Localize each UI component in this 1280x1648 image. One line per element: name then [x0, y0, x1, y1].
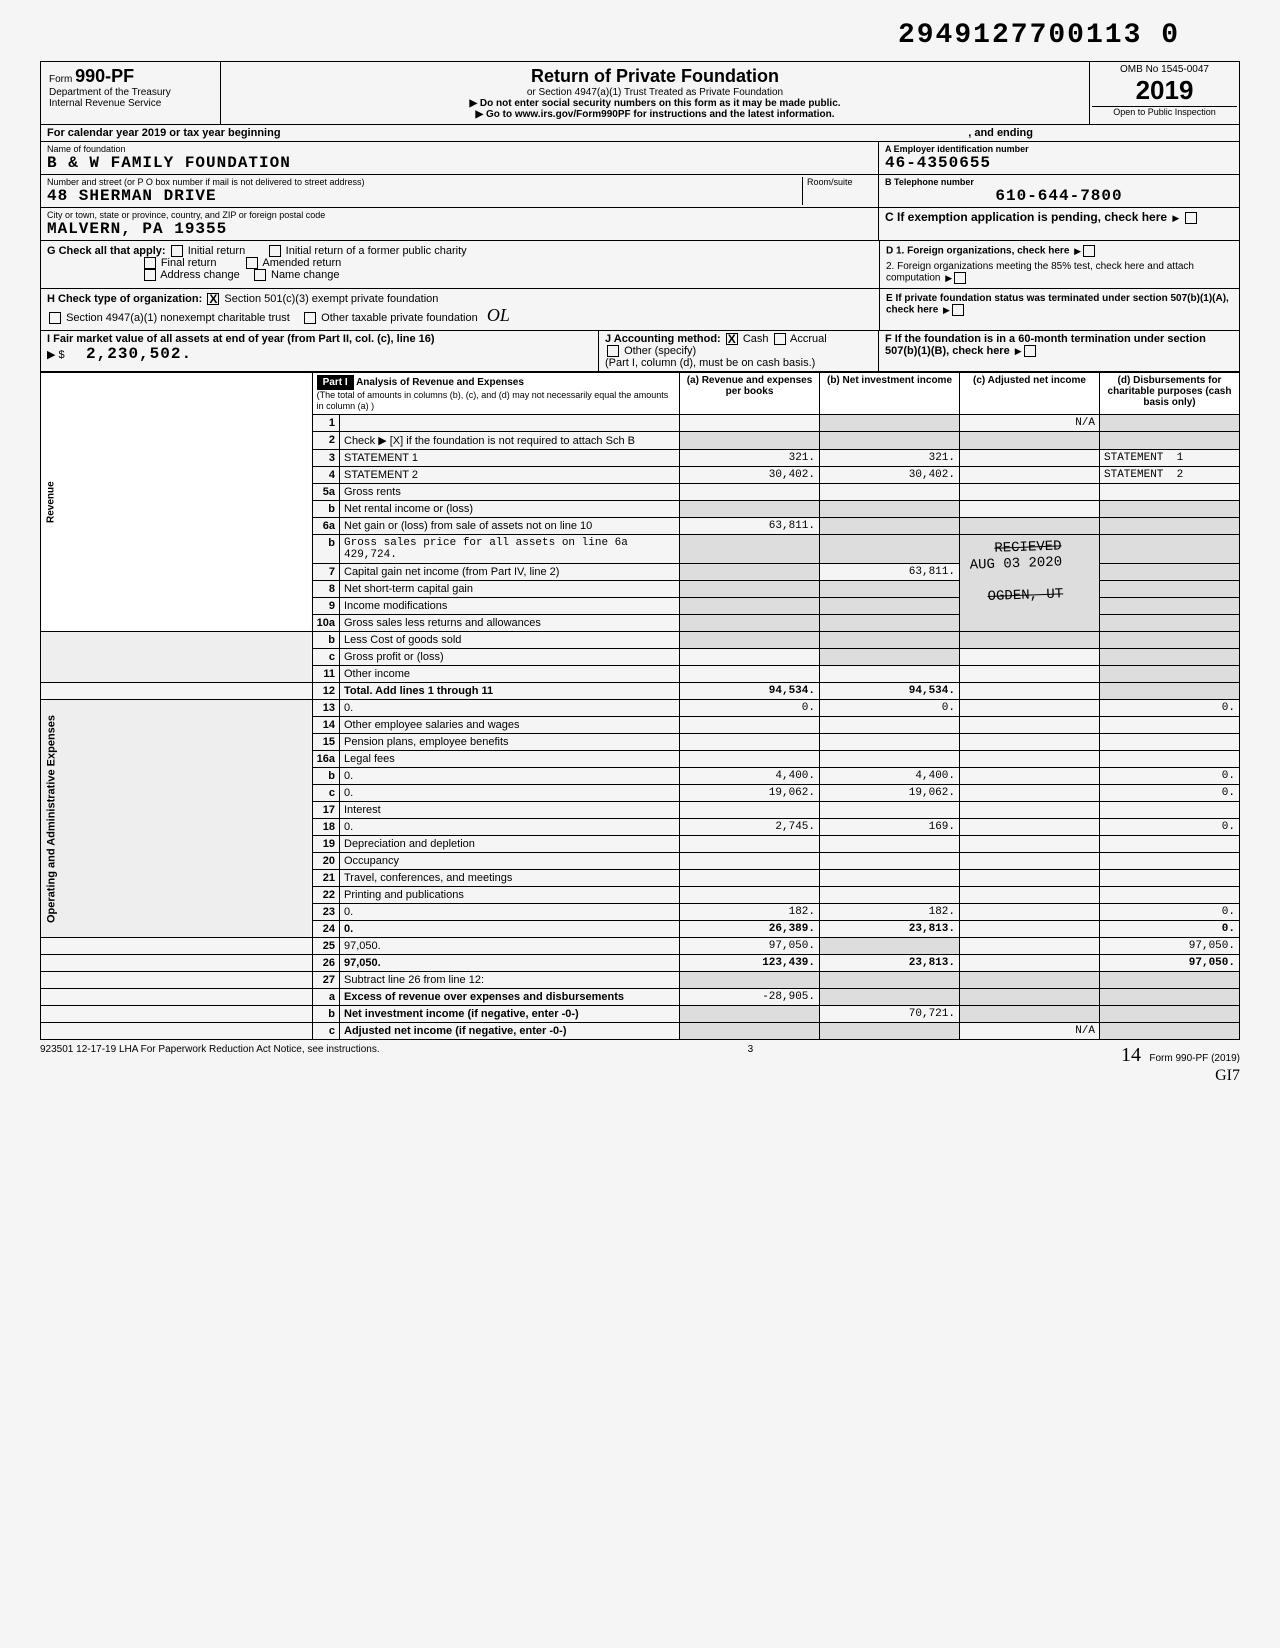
- g-address[interactable]: [144, 269, 156, 281]
- g-opt2: Address change: [160, 269, 240, 281]
- g-initial[interactable]: [171, 245, 183, 257]
- part1-table: Revenue Part I Analysis of Revenue and E…: [40, 372, 1240, 1040]
- footer-right: Form 990-PF (2019): [1149, 1053, 1240, 1064]
- c-checkbox[interactable]: [1185, 212, 1197, 224]
- f-label: F If the foundation is in a 60-month ter…: [885, 333, 1206, 357]
- j-cash-checkbox[interactable]: [726, 333, 738, 345]
- table-row: bLess Cost of goods sold: [41, 632, 1240, 649]
- fmv-note: (Part I, column (d), must be on cash bas…: [605, 357, 815, 369]
- col-a-header: (a) Revenue and expenses per books: [680, 373, 820, 415]
- table-row: 2697,050.123,439.23,813.97,050.: [41, 955, 1240, 972]
- g-opt4: Amended return: [262, 257, 341, 269]
- j-cash: Cash: [743, 333, 769, 345]
- ein: 46-4350655: [885, 154, 1233, 172]
- calendar-label: For calendar year 2019 or tax year begin…: [47, 127, 281, 139]
- form-number: 990-PF: [75, 66, 134, 86]
- col-b-header: (b) Net investment income: [820, 373, 960, 415]
- g-opt0: Initial return: [188, 245, 245, 257]
- footer-page: 3: [748, 1044, 754, 1085]
- d1-label: D 1. Foreign organizations, check here: [886, 246, 1069, 257]
- form-title: Return of Private Foundation: [225, 66, 1085, 87]
- j-label: J Accounting method:: [605, 333, 721, 345]
- tel-label: B Telephone number: [885, 177, 1233, 187]
- d1-checkbox[interactable]: [1083, 245, 1095, 257]
- c-label: C If exemption application is pending, c…: [885, 210, 1167, 224]
- omb: OMB No 1545-0047: [1092, 64, 1237, 75]
- g-final[interactable]: [144, 257, 156, 269]
- ein-label: A Employer identification number: [885, 144, 1233, 154]
- and-ending: , and ending: [968, 127, 1033, 139]
- g-opt1: Final return: [161, 257, 217, 269]
- h-501c3-checkbox[interactable]: [207, 293, 219, 305]
- table-row: 2597,050.97,050.97,050.: [41, 938, 1240, 955]
- g-name[interactable]: [254, 269, 266, 281]
- part1-label: Part I: [317, 375, 354, 390]
- received-stamp: RECIEVEDAUG 03 2020OGDEN, UT: [969, 539, 1064, 606]
- h-other-checkbox[interactable]: [304, 312, 316, 324]
- table-row: Operating and Administrative Expenses130…: [41, 700, 1240, 717]
- tax-year: 2019: [1092, 75, 1237, 106]
- j-accrual-checkbox[interactable]: [774, 333, 786, 345]
- j-other: Other (specify): [624, 345, 696, 357]
- g-opt3: Initial return of a former public charit…: [286, 245, 467, 257]
- form-note1: ▶ Do not enter social security numbers o…: [225, 98, 1085, 109]
- g-initial-former[interactable]: [269, 245, 281, 257]
- open-inspection: Open to Public Inspection: [1092, 106, 1237, 117]
- table-row: 27Subtract line 26 from line 12:: [41, 972, 1240, 989]
- city: MALVERN, PA 19355: [47, 220, 872, 238]
- h-4947-checkbox[interactable]: [49, 312, 61, 324]
- h-label: H Check type of organization:: [47, 293, 202, 305]
- col-c-header: (c) Adjusted net income: [960, 373, 1100, 415]
- g-label: G Check all that apply:: [47, 245, 166, 257]
- g-amended[interactable]: [246, 257, 258, 269]
- part1-note: (The total of amounts in columns (b), (c…: [317, 390, 669, 411]
- city-label: City or town, state or province, country…: [47, 210, 872, 220]
- ol-handwritten: OL: [487, 305, 510, 325]
- name-label: Name of foundation: [47, 144, 872, 154]
- dept: Department of the Treasury: [49, 87, 171, 98]
- telephone: 610-644-7800: [885, 187, 1233, 205]
- street: 48 SHERMAN DRIVE: [47, 187, 802, 205]
- part1-title: Analysis of Revenue and Expenses: [356, 377, 524, 388]
- footer-left: 923501 12-17-19 LHA For Paperwork Reduct…: [40, 1044, 380, 1085]
- margin-14: 14: [1121, 1044, 1141, 1066]
- col-d-header: (d) Disbursements for charitable purpose…: [1100, 373, 1240, 415]
- table-row: cAdjusted net income (if negative, enter…: [41, 1023, 1240, 1040]
- side-expenses: Operating and Administrative Expenses: [41, 700, 313, 938]
- j-accrual: Accrual: [790, 333, 827, 345]
- e-label: E If private foundation status was termi…: [886, 293, 1229, 316]
- table-row: aExcess of revenue over expenses and dis…: [41, 989, 1240, 1006]
- g-opt5: Name change: [271, 269, 340, 281]
- irs: Internal Revenue Service: [49, 98, 161, 109]
- foundation-name: B & W FAMILY FOUNDATION: [47, 154, 872, 172]
- fmv: 2,230,502.: [86, 345, 192, 363]
- form-header: Form 990-PF Department of the Treasury I…: [40, 61, 1240, 124]
- side-revenue: Revenue: [41, 373, 313, 632]
- dln-stamp: 2949127700113 0: [40, 20, 1240, 51]
- margin-gr: GI7: [1215, 1067, 1240, 1085]
- j-other-checkbox[interactable]: [607, 345, 619, 357]
- i-label: I Fair market value of all assets at end…: [47, 333, 435, 345]
- form-note2: ▶ Go to www.irs.gov/Form990PF for instru…: [225, 109, 1085, 120]
- table-row: bNet investment income (if negative, ent…: [41, 1006, 1240, 1023]
- h-501c3: Section 501(c)(3) exempt private foundat…: [224, 293, 438, 305]
- d2-checkbox[interactable]: [954, 272, 966, 284]
- addr-label: Number and street (or P O box number if …: [47, 177, 802, 187]
- h-4947: Section 4947(a)(1) nonexempt charitable …: [66, 312, 290, 324]
- d2-label: 2. Foreign organizations meeting the 85%…: [886, 261, 1194, 284]
- e-checkbox[interactable]: [952, 304, 964, 316]
- h-other: Other taxable private foundation: [321, 312, 478, 324]
- room-label: Room/suite: [807, 177, 872, 187]
- form-prefix: Form: [49, 74, 72, 85]
- table-row: 12Total. Add lines 1 through 1194,534.94…: [41, 683, 1240, 700]
- f-checkbox[interactable]: [1024, 345, 1036, 357]
- form-subtitle: or Section 4947(a)(1) Trust Treated as P…: [225, 87, 1085, 98]
